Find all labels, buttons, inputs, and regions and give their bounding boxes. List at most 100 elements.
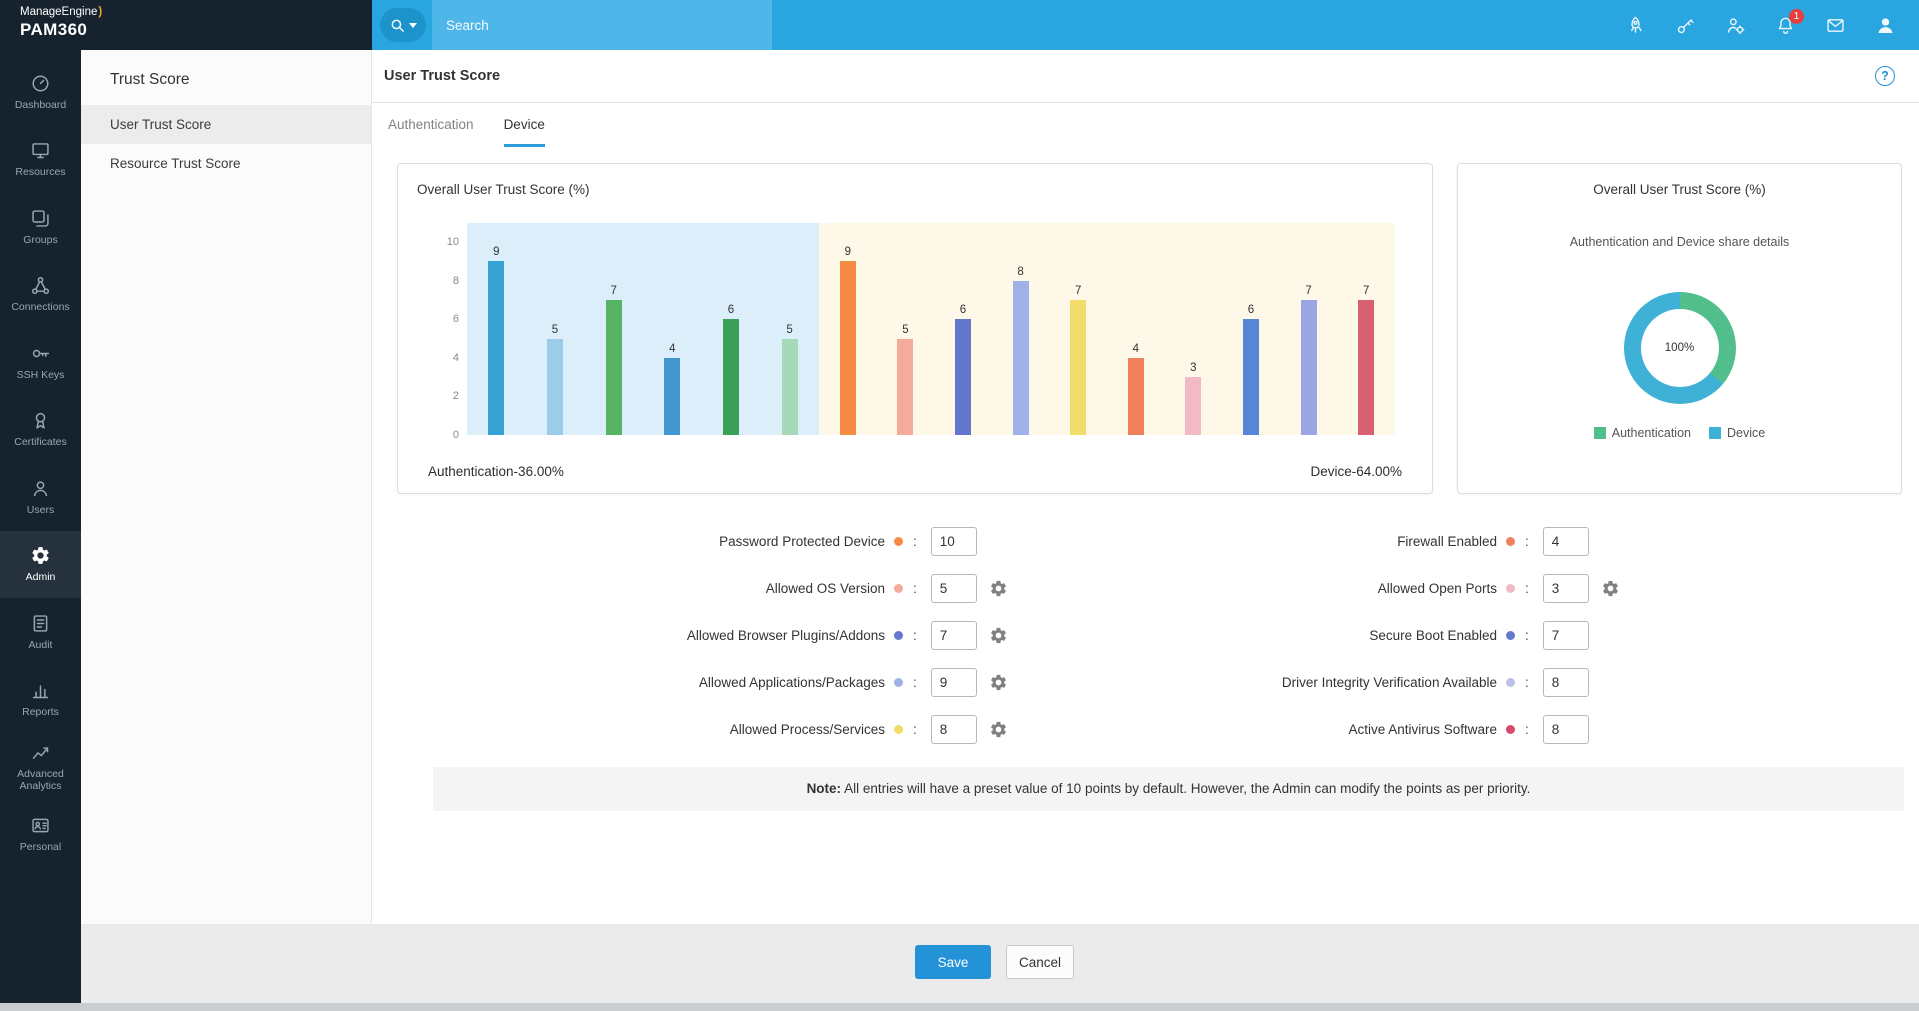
y-tick-label: 10 [446,236,459,248]
bottom-strip [0,1003,1919,1011]
field-settings-gear-icon[interactable] [989,626,1008,645]
bar-value-label: 7 [1362,284,1370,297]
rocket-icon[interactable] [1625,15,1646,36]
ssh-keys-icon [30,343,51,364]
sidebar-item-dashboard[interactable]: Dashboard [0,58,81,126]
note-bar: Note: All entries will have a preset val… [433,767,1904,811]
y-tick-label: 4 [452,351,459,364]
driver-integrity-verification-available-input[interactable] [1542,668,1589,697]
donut-chart-card: Overall User Trust Score (%) Authenticat… [1457,163,1902,494]
brand-logo[interactable]: ManageEngine) PAM360 [0,0,372,50]
form-row: Driver Integrity Verification Available: [1027,659,1620,706]
allowed-applications-packages-input[interactable] [930,668,977,697]
firewall-enabled-input[interactable] [1542,527,1589,556]
sidebar-item-resources[interactable]: Resources [0,126,81,194]
search-input[interactable] [432,0,772,50]
active-antivirus-software-input[interactable] [1542,715,1589,744]
password-protected-device-input[interactable] [930,527,977,556]
legend-item-authentication: Authentication [1593,426,1691,440]
form-row: Allowed Open Ports: [1027,565,1620,612]
sidebar-item-label: Reports [22,706,59,719]
allowed-browser-plugins-addons-input[interactable] [930,621,977,650]
sidebar-item-label: Advanced Analytics [17,767,64,792]
field-label: Active Antivirus Software [1348,722,1497,737]
field-label: Allowed Applications/Packages [698,675,885,690]
bar-value-label: 8 [1017,265,1024,278]
brand-swoosh-icon: ) [98,6,103,18]
page-title: User Trust Score [384,68,501,84]
help-icon[interactable]: ? [1875,66,1895,86]
field-label: Allowed Process/Services [729,722,885,737]
field-settings-gear-icon[interactable] [989,720,1008,739]
bar-value-label: 7 [1074,284,1082,297]
form-row: Password Protected Device: [372,518,1027,565]
bar-value-label: 7 [1305,284,1312,297]
bar-value-label: 5 [786,323,793,336]
sidebar-item-admin[interactable]: Admin [0,530,81,598]
bar: 3 [1185,362,1202,435]
field-settings-gear-icon[interactable] [989,579,1008,598]
allowed-process-services-input[interactable] [930,715,977,744]
brand-name: ManageEngine [20,6,98,18]
bar: 7 [605,285,622,435]
user-profile-icon[interactable] [1875,15,1896,36]
tab-device[interactable]: Device [503,117,545,147]
sidebar-item-users[interactable]: Users [0,463,81,531]
field-settings-gear-icon[interactable] [989,673,1008,692]
sidebar-item-label: Resources [15,166,66,179]
y-tick-label: 8 [452,274,459,287]
y-tick-label: 6 [452,313,459,326]
legend-swatch [1709,427,1721,439]
field-label: Password Protected Device [719,534,885,549]
form-row: Firewall Enabled: [1027,518,1620,565]
allowed-os-version-input[interactable] [930,574,977,603]
allowed-open-ports-input[interactable] [1542,574,1589,603]
sidebar-item-advanced-analytics[interactable]: Advanced Analytics [0,733,81,801]
legend-item-device: Device [1709,426,1765,440]
main-content: User Trust Score ? Authentication Device … [372,50,1919,924]
bar-value-label: 6 [727,304,735,317]
mail-icon[interactable] [1825,15,1846,36]
user-settings-icon-glyph [1725,15,1746,36]
page-header: User Trust Score ? [372,50,1919,103]
authentication-share-label: Authentication-36.00% [428,464,564,479]
dashboard-icon [30,73,51,94]
save-button[interactable]: Save [915,945,991,979]
key-icon[interactable] [1675,15,1696,36]
sidebar-item-label: Connections [11,301,70,314]
secure-boot-enabled-input[interactable] [1542,621,1589,650]
connections-icon [30,275,51,296]
donut-chart-subtitle: Authentication and Device share details [1569,235,1790,249]
donut-chart: 100% [1623,292,1736,404]
bar-value-label: 4 [1132,342,1139,355]
device-share-label: Device-64.00% [1310,464,1402,479]
search-area [372,0,772,50]
bar-value-label: 3 [1190,362,1197,375]
bar: 8 [1012,266,1029,435]
notification-bell-icon[interactable]: 1 [1775,8,1804,36]
sidebar-item-label: Personal [19,841,62,854]
sidebar-item-groups[interactable]: Groups [0,193,81,261]
sidebar-item-personal[interactable]: Personal [0,801,81,869]
tab-authentication[interactable]: Authentication [388,117,474,132]
subnav-items: User Trust Score Resource Trust Score [81,105,371,183]
advanced-analytics-icon [30,742,51,763]
user-settings-icon[interactable] [1725,15,1746,36]
sidebar-item-reports[interactable]: Reports [0,666,81,734]
sidebar-item-label: Certificates [14,436,67,449]
colon-separator: : [1525,722,1529,737]
sidebar-item-ssh-keys[interactable]: SSH Keys [0,328,81,396]
subnav-item-user-trust-score[interactable]: User Trust Score [81,105,371,144]
bar: 7 [1358,285,1375,435]
secondary-sidebar: Trust Score User Trust Score Resource Tru… [81,50,372,924]
sidebar-item-audit[interactable]: Audit [0,598,81,666]
note-text: All entries will have a preset value of … [841,781,1531,796]
subnav-item-resource-trust-score[interactable]: Resource Trust Score [110,156,241,171]
sidebar-item-certificates[interactable]: Certificates [0,396,81,464]
field-settings-gear-icon[interactable] [1601,579,1620,598]
sidebar-item-connections[interactable]: Connections [0,261,81,329]
search-button[interactable] [380,8,426,42]
subnav-title: Trust Score [110,71,190,88]
cancel-button[interactable]: Cancel [1006,945,1074,979]
sidebar-item-label: SSH Keys [16,368,65,381]
